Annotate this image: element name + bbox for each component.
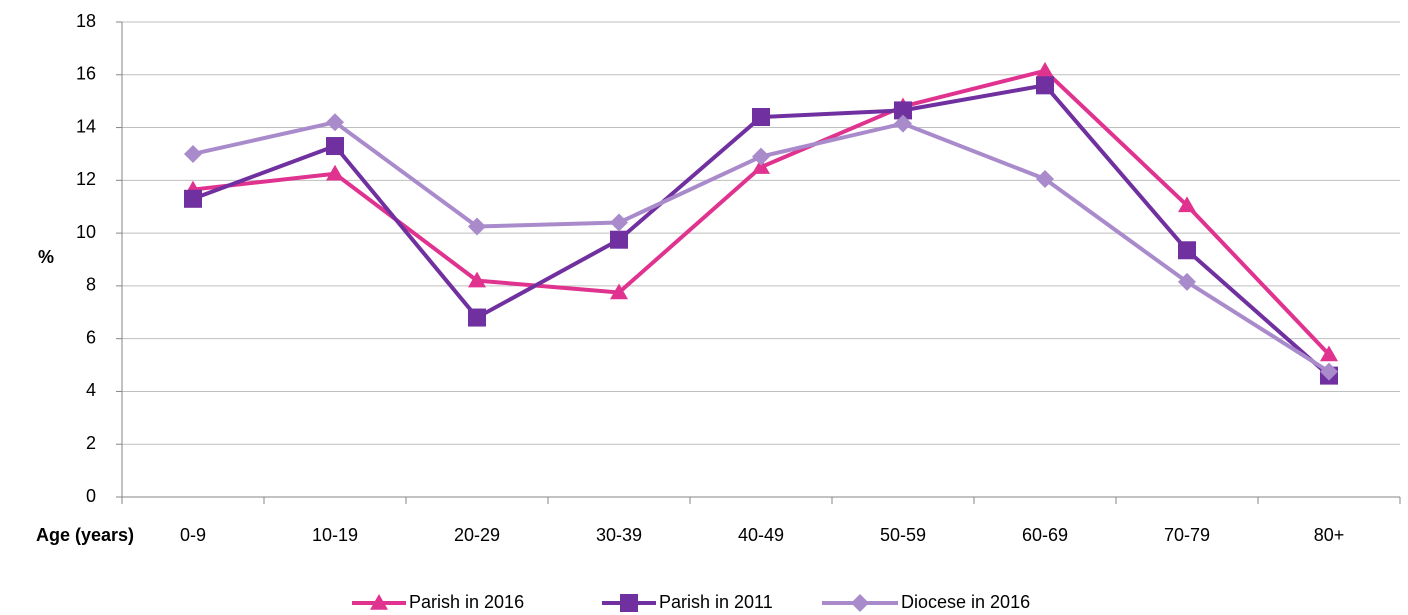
marker [752,108,770,126]
y-tick-label: 8 [86,275,96,295]
marker [1320,345,1338,362]
x-tick-label: 10-19 [312,525,358,545]
x-tick-label: 70-79 [1164,525,1210,545]
marker [610,213,628,232]
y-tick-label: 14 [76,116,96,136]
x-tick-label: 80+ [1314,525,1345,545]
marker [1178,272,1196,291]
y-tick-label: 4 [86,380,96,400]
marker [326,137,344,156]
marker [752,158,770,174]
legend-marker [620,594,638,612]
marker [468,271,486,288]
x-tick-label: 30-39 [596,525,642,545]
marker [894,101,912,120]
marker [184,144,202,163]
legend-label: Diocese in 2016 [901,592,1030,612]
y-tick-label: 16 [76,64,96,84]
marker [894,114,912,133]
y-tick-label: 0 [86,486,96,506]
marker [752,147,770,166]
x-tick-label: 40-49 [738,525,784,545]
marker [1178,196,1196,213]
marker [326,113,344,132]
legend-marker [370,594,388,610]
x-tick-label: 60-69 [1022,525,1068,545]
marker [326,164,344,181]
marker [1178,241,1196,260]
marker [468,217,486,236]
marker [1036,76,1054,95]
marker [1036,170,1054,189]
y-axis-label: % [38,247,54,267]
x-tick-label: 0-9 [180,525,206,545]
y-tick-label: 6 [86,327,96,347]
marker [184,189,202,208]
legend-marker [851,594,869,612]
legend-label: Parish in 2016 [409,592,524,612]
y-tick-label: 18 [76,11,96,31]
marker [1320,362,1338,381]
legend-label: Parish in 2011 [659,592,773,612]
marker [468,308,486,327]
marker [610,230,628,249]
y-tick-label: 10 [76,222,96,242]
y-tick-label: 2 [86,433,96,453]
x-tick-label: 20-29 [454,525,500,545]
x-axis-label: Age (years) [36,525,134,545]
marker [610,283,628,300]
marker [1036,61,1054,78]
y-tick-label: 12 [76,169,96,189]
x-tick-label: 50-59 [880,525,926,545]
series-line [192,83,1331,378]
